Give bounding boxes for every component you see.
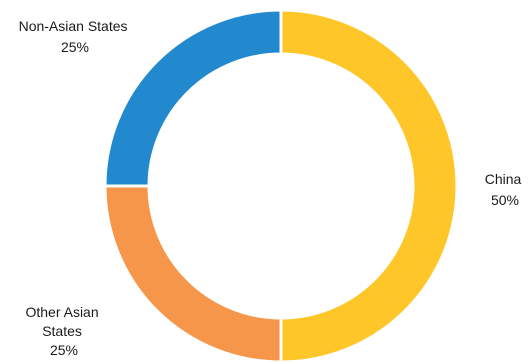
slice-label-other-asian-line-1: Other Asian: [25, 304, 98, 320]
slice-non-asian-states: [103, 8, 283, 188]
slice-value-non-asian-states: 25%: [61, 39, 89, 55]
slice-china: [279, 8, 459, 362]
slice-label-non-asian-line-1: Non-Asian States: [19, 18, 128, 34]
donut-slices: [103, 8, 459, 362]
slice-label-china: China 50%: [485, 171, 525, 208]
slice-label-non-asian-states: Non-Asian States 25%: [19, 18, 132, 55]
slice-other-asian-states: [103, 184, 283, 362]
slice-value-china: 50%: [491, 192, 519, 208]
slice-label-other-asian-line-2: States: [42, 323, 82, 339]
slice-label-china-line-1: China: [485, 171, 522, 187]
slice-label-other-asian-states: Other Asian States 25%: [25, 304, 102, 358]
slice-value-other-asian-states: 25%: [50, 342, 78, 358]
